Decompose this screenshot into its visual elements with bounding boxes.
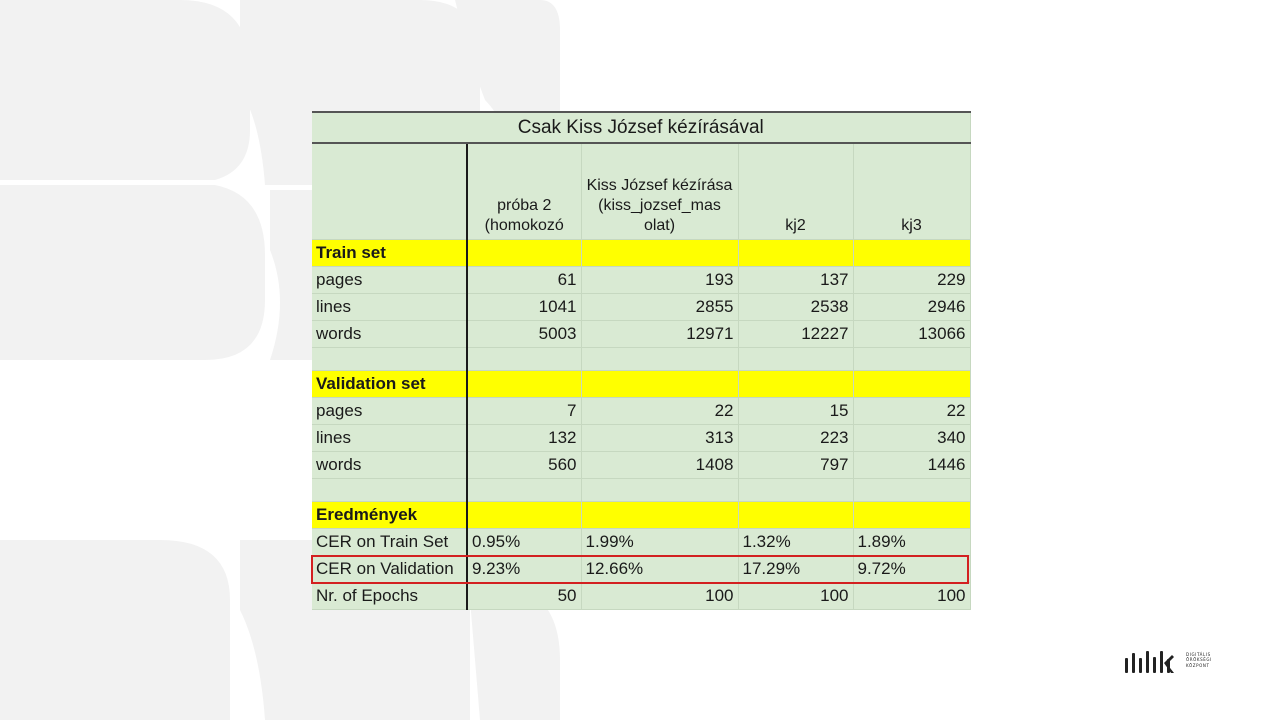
section-cell (853, 370, 971, 398)
table-cell: 9.23% (467, 555, 582, 583)
table-cell: 61 (467, 266, 582, 294)
digitalis-oroksegi-kozpont-logo-icon: DIGITÁLIS ÖRÖKSÉGI KÖZPONT (1124, 649, 1228, 675)
table-row: CER on Train Set 0.95% 1.99% 1.32% 1.89% (312, 528, 971, 556)
table-row: words 5003 12971 12227 13066 (312, 320, 971, 348)
table-cell: 0.95% (467, 528, 582, 556)
section-cell (853, 239, 971, 267)
spacer-cell (467, 347, 582, 371)
table-row: pages 61 193 137 229 (312, 266, 971, 294)
row-label: words (312, 320, 468, 348)
spacer-cell (853, 347, 971, 371)
table-cell: 1.89% (853, 528, 971, 556)
table-row: Nr. of Epochs 50 100 100 100 (312, 582, 971, 610)
table-cell: 5003 (467, 320, 582, 348)
section-cell (581, 370, 739, 398)
table-cell: 22 (853, 397, 971, 425)
table-cell: 797 (738, 451, 854, 479)
table-row: lines 132 313 223 340 (312, 424, 971, 452)
row-label: words (312, 451, 468, 479)
table-cell: 229 (853, 266, 971, 294)
table-cell: 12971 (581, 320, 739, 348)
row-label: pages (312, 266, 468, 294)
table-cell: 223 (738, 424, 854, 452)
logo-text: DIGITÁLIS ÖRÖKSÉGI KÖZPONT (1186, 652, 1212, 668)
section-cell (467, 239, 582, 267)
row-label: pages (312, 397, 468, 425)
table-cell: 22 (581, 397, 739, 425)
table-row: lines 1041 2855 2538 2946 (312, 293, 971, 321)
table-cell: 560 (467, 451, 582, 479)
table-cell: 100 (581, 582, 739, 610)
table-cell: 313 (581, 424, 739, 452)
table-cell: 1.32% (738, 528, 854, 556)
section-cell (467, 501, 582, 529)
results-table: Csak Kiss József kézírásával próba 2 (ho… (312, 111, 971, 610)
spacer-cell (738, 347, 854, 371)
results-table-container: Csak Kiss József kézírásával próba 2 (ho… (311, 111, 971, 610)
table-cell: 12227 (738, 320, 854, 348)
spacer-cell (853, 478, 971, 502)
table-cell: 193 (581, 266, 739, 294)
column-header: kj3 (853, 143, 971, 240)
spacer-row (312, 347, 971, 371)
section-label: Eredmények (312, 501, 468, 529)
row-label: CER on Validation (312, 555, 468, 583)
section-cell (467, 370, 582, 398)
column-header: Kiss József kézírása (kiss_jozsef_mas ol… (581, 143, 739, 240)
column-header-row: próba 2 (homokozó Kiss József kézírása (… (312, 143, 971, 240)
table-cell: 17.29% (738, 555, 854, 583)
section-cell (738, 370, 854, 398)
row-label: CER on Train Set (312, 528, 468, 556)
column-header (312, 143, 468, 240)
table-cell: 1446 (853, 451, 971, 479)
table-cell: 12.66% (581, 555, 739, 583)
spacer-cell (467, 478, 582, 502)
spacer-cell (738, 478, 854, 502)
spacer-cell (312, 347, 468, 371)
table-cell: 137 (738, 266, 854, 294)
table-cell: 2946 (853, 293, 971, 321)
section-header-row: Eredmények (312, 501, 971, 529)
row-label: Nr. of Epochs (312, 582, 468, 610)
table-title: Csak Kiss József kézírásával (312, 111, 971, 144)
table-row-highlighted: CER on Validation 9.23% 12.66% 17.29% 9.72% (312, 555, 971, 583)
table-cell: 15 (738, 397, 854, 425)
table-cell: 13066 (853, 320, 971, 348)
table-row: pages 7 22 15 22 (312, 397, 971, 425)
spacer-row (312, 478, 971, 502)
section-header-row: Validation set (312, 370, 971, 398)
section-label: Train set (312, 239, 468, 267)
table-cell: 7 (467, 397, 582, 425)
table-cell: 1408 (581, 451, 739, 479)
table-cell: 2855 (581, 293, 739, 321)
row-label: lines (312, 293, 468, 321)
table-cell: 100 (853, 582, 971, 610)
section-header-row: Train set (312, 239, 971, 267)
spacer-cell (581, 347, 739, 371)
section-cell (581, 501, 739, 529)
table-row: words 560 1408 797 1446 (312, 451, 971, 479)
spacer-cell (581, 478, 739, 502)
column-header: kj2 (738, 143, 854, 240)
section-cell (738, 501, 854, 529)
table-cell: 50 (467, 582, 582, 610)
table-cell: 1.99% (581, 528, 739, 556)
column-header: próba 2 (homokozó (467, 143, 582, 240)
section-cell (738, 239, 854, 267)
section-cell (853, 501, 971, 529)
table-cell: 9.72% (853, 555, 971, 583)
spacer-cell (312, 478, 468, 502)
table-cell: 100 (738, 582, 854, 610)
table-cell: 132 (467, 424, 582, 452)
table-cell: 1041 (467, 293, 582, 321)
section-label: Validation set (312, 370, 468, 398)
table-cell: 340 (853, 424, 971, 452)
table-cell: 2538 (738, 293, 854, 321)
row-label: lines (312, 424, 468, 452)
section-cell (581, 239, 739, 267)
